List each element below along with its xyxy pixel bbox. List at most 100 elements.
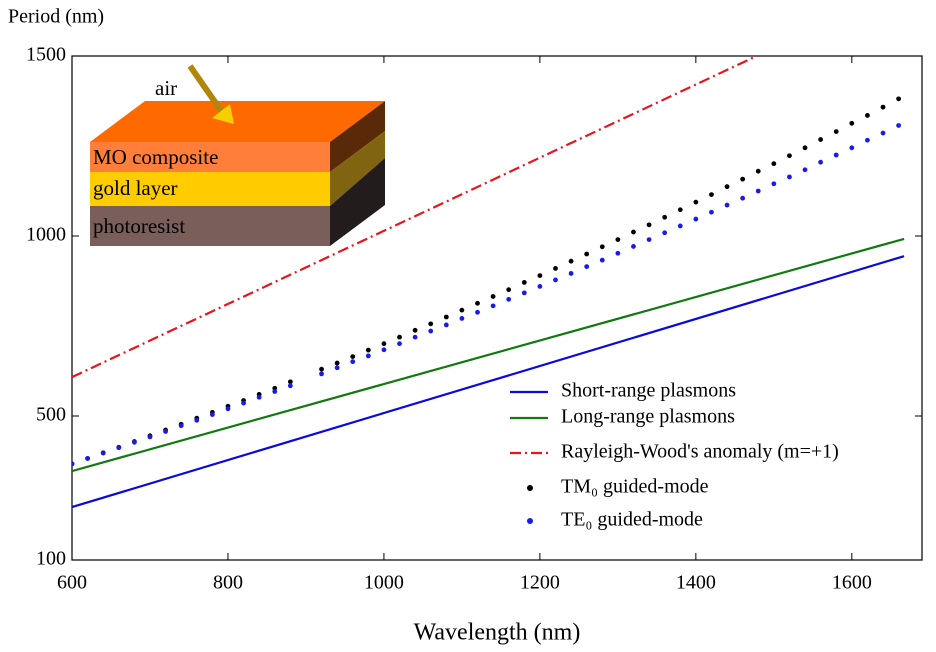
data-point: [287, 379, 293, 385]
data-point: [397, 341, 402, 347]
y-tick-label: 500: [36, 404, 66, 426]
data-point: [475, 309, 480, 315]
data-point: [319, 371, 324, 377]
data-point: [365, 347, 371, 353]
data-point: [147, 434, 153, 440]
data-point: [818, 159, 824, 165]
data-point: [521, 280, 527, 285]
data-point: [880, 104, 886, 110]
incident-arrow: [187, 64, 225, 114]
data-point: [646, 222, 652, 228]
legend-label: Long-range plasmons: [561, 406, 735, 428]
data-point: [615, 250, 621, 256]
plot-frame: [71, 55, 923, 561]
data-point: [584, 251, 590, 257]
legend-swatch: [527, 485, 533, 491]
x-tick-label: 1000: [364, 572, 404, 594]
data-point: [72, 461, 75, 467]
data-point: [365, 353, 371, 359]
inset-label: gold layer: [93, 176, 178, 200]
data-point: [412, 327, 418, 333]
data-point: [833, 129, 839, 135]
data-point: [709, 209, 714, 215]
top-face: [90, 101, 385, 142]
data-point: [709, 192, 714, 198]
layer-resist: [90, 206, 330, 246]
data-point: [802, 167, 808, 173]
data-point: [381, 347, 387, 353]
data-point: [537, 273, 543, 278]
legend-label: Rayleigh-Wood's anomaly (m=+1): [561, 441, 839, 463]
inset-label: photoresist: [93, 214, 185, 238]
data-point: [490, 294, 496, 299]
data-point: [334, 360, 340, 366]
data-point: [599, 257, 605, 263]
data-point: [584, 264, 590, 269]
data-point: [771, 181, 777, 187]
data-point: [646, 237, 652, 243]
data-point: [443, 322, 449, 328]
data-point: [787, 174, 792, 180]
data-point: [833, 152, 839, 158]
data-point: [896, 123, 902, 128]
series-line: [72, 237, 905, 473]
data-point: [241, 400, 246, 406]
data-point: [865, 113, 870, 118]
legend-label: TM₀ guided-mode: [561, 476, 709, 498]
layer-gold: [90, 172, 330, 206]
data-point: [163, 429, 168, 434]
series-line: [72, 255, 905, 509]
data-point: [568, 258, 574, 264]
x-axis-label: Wavelength (nm): [414, 620, 581, 646]
layer-mo: [90, 142, 330, 172]
data-point: [662, 230, 668, 236]
data-point: [350, 359, 356, 365]
data-point: [85, 456, 90, 461]
series-line: [72, 56, 758, 379]
data-point: [428, 321, 434, 327]
data-point: [521, 290, 527, 296]
legend-swatch: [527, 518, 533, 524]
data-point: [537, 284, 543, 289]
data-point: [677, 207, 683, 213]
x-tick-label: 1200: [520, 572, 560, 594]
data-point: [397, 334, 402, 340]
legend-label: Short-range plasmons: [561, 380, 736, 402]
data-point: [319, 366, 324, 372]
data-point: [272, 389, 278, 394]
data-point: [506, 287, 512, 293]
inset-diagram: air MO composite gold layer photoresist: [90, 64, 385, 246]
data-point: [896, 96, 902, 102]
data-point: [553, 266, 558, 271]
data-point: [553, 277, 558, 283]
data-point: [568, 271, 574, 276]
data-point: [116, 445, 122, 451]
inset-label: air: [155, 76, 177, 100]
x-tick-label: 1600: [832, 572, 872, 594]
y-tick-label: 1500: [26, 44, 66, 66]
data-point: [178, 423, 184, 429]
data-point: [475, 300, 480, 306]
data-point: [740, 195, 746, 201]
data-point: [787, 153, 792, 159]
data-point: [693, 216, 699, 222]
data-point: [100, 450, 106, 456]
data-point: [350, 354, 356, 359]
plot-area: [72, 56, 905, 509]
data-point: [334, 365, 340, 371]
inset-label: MO composite: [93, 145, 218, 169]
data-point: [662, 214, 668, 220]
data-point: [724, 184, 730, 190]
data-point: [693, 199, 699, 205]
data-point: [209, 412, 215, 417]
y-axis-label: Period (nm): [8, 6, 104, 28]
data-point: [677, 223, 683, 229]
data-point: [381, 341, 387, 347]
x-tick-label: 800: [213, 572, 243, 594]
data-point: [849, 120, 855, 126]
y-tick-label: 100: [36, 548, 66, 570]
side-mo: [330, 101, 385, 172]
y-tick-label: 1000: [26, 224, 66, 246]
data-point: [849, 145, 855, 151]
